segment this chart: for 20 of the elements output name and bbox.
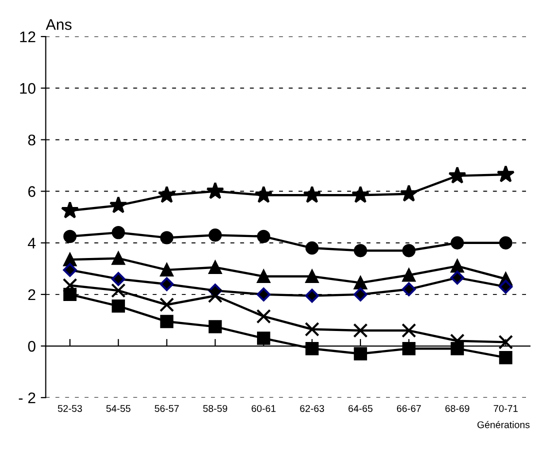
y-tick-label: 6 [28,186,36,197]
x-tick-label: 64-65 [348,405,372,412]
x-tick-label: 68-69 [445,405,470,412]
y-tick-label: 4 [28,238,36,248]
x-tick-label: 66-67 [396,405,421,412]
x-tick-label: 52-53 [58,405,82,412]
x-tick-label: 56-57 [154,405,179,412]
x-tick-label: 54-55 [106,405,130,412]
x-tick-label: 70-71 [494,405,518,412]
y-tick-label: 8 [28,134,36,146]
x-tick-label: 62-63 [300,405,324,412]
x-axis-title: Générations [477,420,530,428]
x-tick-label: 60-61 [252,405,276,412]
y-tick-label: - 2 [18,392,36,404]
y-axis-title: Ans [46,19,72,30]
y-tick-label: 10 [20,83,36,94]
x-tick-label: 58-59 [203,405,228,412]
y-tick-label: 2 [28,289,36,300]
y-tick-label: 0 [28,340,36,352]
y-tick-label: 12 [20,31,36,42]
